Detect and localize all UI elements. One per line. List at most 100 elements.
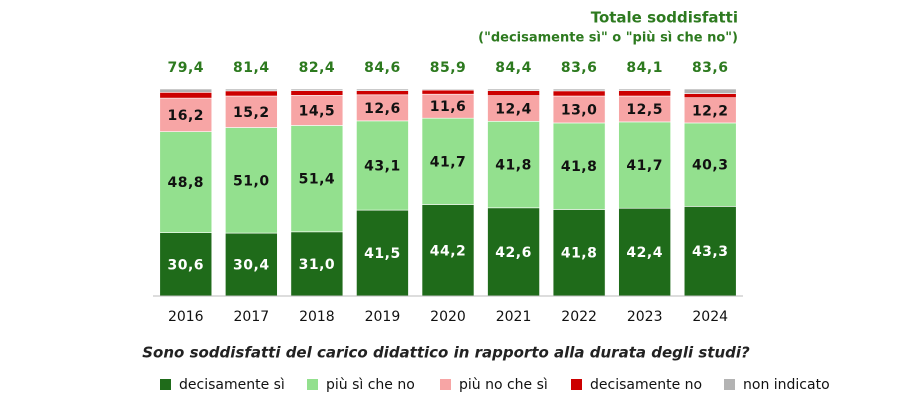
total-label: 79,4 (168, 60, 205, 76)
data-label: 41,8 (495, 158, 532, 174)
bar-segment (487, 120, 540, 209)
x-tick-label: 2017 (234, 309, 270, 325)
x-tick-label: 2019 (365, 309, 401, 325)
bar-segment (552, 209, 606, 297)
legend-text: più sì che no (326, 377, 415, 393)
data-label: 30,4 (233, 258, 270, 274)
data-label: 12,4 (495, 101, 532, 117)
total-label: 84,4 (495, 60, 532, 76)
bar-segment (159, 88, 213, 93)
total-label: 83,6 (561, 60, 598, 76)
bar-segment (159, 92, 213, 99)
data-label: 12,5 (626, 102, 663, 118)
data-label: 40,3 (692, 158, 729, 174)
data-label: 41,7 (430, 154, 467, 170)
data-label: 12,2 (692, 103, 729, 119)
bar-segment (356, 94, 409, 122)
data-label: 42,6 (495, 245, 532, 261)
bar-segment (421, 204, 475, 297)
bar-segment (683, 97, 737, 124)
data-label: 41,5 (364, 246, 401, 262)
bar-segment (618, 121, 671, 209)
x-tick-label: 2024 (692, 309, 728, 325)
total-label: 83,6 (692, 60, 729, 76)
bar-segment (421, 89, 475, 95)
data-label: 44,2 (430, 243, 467, 259)
bar-segment (618, 90, 671, 97)
data-label: 12,6 (364, 101, 401, 117)
chart-title: Totale soddisfatti (591, 9, 738, 27)
x-tick-label: 2021 (496, 309, 532, 325)
legend-swatch (571, 379, 582, 390)
legend-text: non indicato (743, 377, 830, 393)
bar-segment (421, 93, 475, 119)
bar-segment (618, 95, 671, 123)
data-label: 15,2 (233, 105, 270, 121)
bar-segment (225, 127, 278, 234)
x-tick-label: 2018 (299, 309, 335, 325)
data-label: 51,0 (233, 173, 270, 189)
chart-subtitle: ("decisamente sì" o "più sì che no") (478, 31, 738, 46)
bar-segment (552, 90, 606, 97)
bar-segment (290, 88, 344, 91)
bar-segment (683, 122, 737, 207)
total-label: 85,9 (430, 60, 467, 76)
data-label: 31,0 (299, 257, 336, 273)
bar-segment (487, 90, 540, 96)
x-tick-label: 2022 (561, 309, 597, 325)
total-label: 84,1 (626, 60, 663, 76)
x-tick-label: 2020 (430, 309, 466, 325)
data-label: 41,8 (561, 159, 598, 175)
data-label: 11,6 (430, 99, 467, 115)
bar-segment (552, 95, 606, 124)
data-label: 13,0 (561, 102, 598, 118)
data-label: 51,4 (299, 172, 336, 188)
bar-segment (683, 206, 737, 297)
bar-segment (683, 88, 737, 94)
total-label: 84,6 (364, 60, 401, 76)
x-axis-label: Sono soddisfatti del carico didattico in… (142, 344, 750, 362)
data-label: 41,8 (561, 246, 598, 262)
bar-segment (421, 88, 475, 91)
data-label: 30,6 (168, 257, 205, 273)
legend-text: più no che sì (459, 377, 548, 393)
bar-segment (290, 125, 344, 233)
legend-swatch (307, 379, 318, 390)
data-label: 14,5 (299, 103, 336, 119)
bar-segment (356, 209, 409, 297)
total-label: 82,4 (299, 60, 336, 76)
bar-segment (487, 207, 540, 297)
bar-segment (225, 95, 278, 128)
total-label: 81,4 (233, 60, 270, 76)
bar-segment (683, 93, 737, 98)
bar-segment (552, 122, 606, 210)
bar-segment (487, 88, 540, 91)
data-label: 16,2 (168, 108, 205, 124)
bar-segment (356, 120, 409, 211)
data-label: 43,1 (364, 158, 401, 174)
legend-swatch (724, 379, 735, 390)
x-tick-label: 2016 (168, 309, 204, 325)
bar-segment (159, 131, 213, 233)
data-label: 41,7 (626, 158, 663, 174)
bar-segment (356, 90, 409, 96)
bar-segment (290, 95, 344, 126)
bar-segment (487, 95, 540, 122)
bar-segment (159, 232, 213, 297)
bar-segment (225, 232, 278, 297)
x-tick-label: 2023 (627, 309, 663, 325)
bar-segment (225, 88, 278, 92)
data-label: 48,8 (168, 175, 205, 191)
legend-swatch (440, 379, 451, 390)
bar-segment (618, 88, 671, 91)
legend-text: decisamente no (590, 377, 702, 393)
bar-segment (290, 90, 344, 96)
bar-segment (356, 88, 409, 91)
bar-segment (552, 88, 606, 92)
data-label: 42,4 (626, 245, 663, 261)
data-label: 43,3 (692, 244, 729, 260)
legend-swatch (160, 379, 171, 390)
bar-segment (225, 90, 278, 97)
legend-text: decisamente sì (179, 377, 285, 393)
